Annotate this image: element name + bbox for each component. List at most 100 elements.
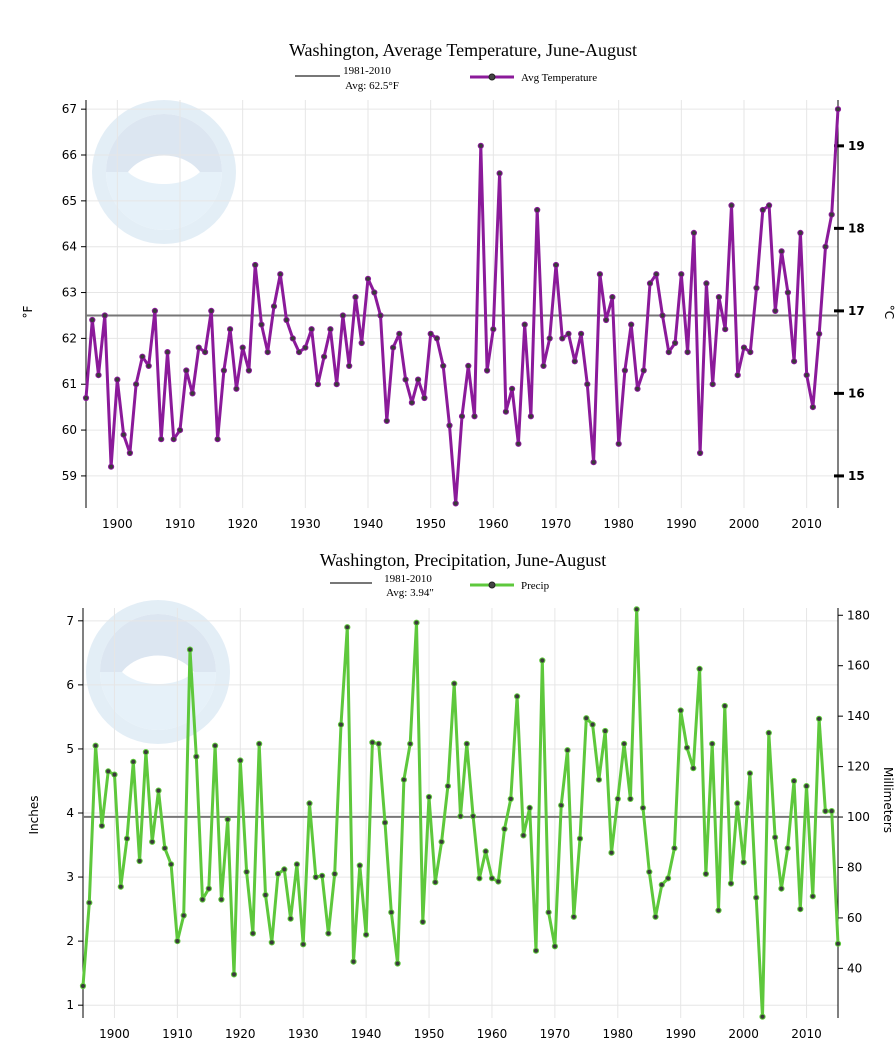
temperature-data-point [227,326,234,333]
x-tick-label: 2000 [729,517,760,531]
precipitation-data-point [727,880,735,887]
temperature-data-point [427,330,434,337]
precipitation-data-point [337,721,345,728]
temperature-data-point [766,202,773,209]
y2-tick-label: 16 [848,386,865,400]
precipitation-data-point [130,758,137,765]
temperature-data-point [609,294,616,301]
temperature-data-point [364,275,372,282]
precipitation-data-point [828,808,835,815]
precipitation-data-point [381,819,389,826]
precipitation-data-point [224,816,231,823]
precipitation-data-point [658,881,665,888]
x-tick-label: 1980 [603,517,634,531]
x-tick-label: 2000 [728,1027,759,1041]
x-tick-label: 1960 [477,1027,508,1041]
x-tick-label: 1910 [162,1027,193,1041]
x-tick-label: 1980 [603,1027,634,1041]
precipitation-data-point [608,849,615,856]
temperature-data-point [791,358,798,365]
temperature-data-point [828,211,835,218]
precipitation-data-point [344,624,351,631]
precipitation-data-point [117,883,124,890]
temperature-data-point [508,385,516,392]
precipitation-data-point [570,913,577,920]
precipitation-data-point [168,861,175,868]
temperature-data-point [728,202,735,209]
temperature-data-point [352,294,359,301]
x-tick-label: 2010 [791,517,822,531]
x-tick-label: 1970 [541,517,572,531]
temperature-data-point [383,417,390,424]
temperature-data-point [540,362,547,369]
precipitation-data-point [677,707,684,714]
precipitation-data-point [690,765,697,772]
temperature-data-point [145,362,152,369]
temperature-data-point [546,335,553,342]
temperature-data-point [596,271,604,278]
y-tick-label: 64 [62,240,77,254]
x-tick-label: 1940 [353,517,384,531]
precipitation-data-point [614,795,621,803]
precipitation-data-point [463,740,470,747]
precipitation-data-point [558,802,565,809]
precipitation-data-point [388,909,395,916]
precipitation-data-point [262,891,269,899]
x-tick-label: 2010 [791,1027,822,1041]
precipitation-data-point [683,744,691,751]
precipitation-data-point [778,885,785,892]
precipitation-data-point [671,845,678,852]
precipitation-data-point [721,702,728,710]
x-tick-label: 1900 [99,1027,130,1041]
temperature-data-point [484,367,491,374]
precipitation-data-point [319,872,326,879]
precipitation-data-point [432,879,439,886]
precipitation-data-point [551,943,559,950]
temperature-axes [85,100,839,508]
precipitation-data-point [419,918,426,926]
temperature-data-point [784,289,792,296]
x-tick-label: 1900 [102,517,133,531]
precipitation-data-point [249,930,256,937]
temperature-data-point [101,312,108,319]
temperature-data-point [797,229,804,236]
legend-reference-period: 1981-2010 [343,65,391,77]
precipitation-data-point [470,813,477,820]
temperature-data-point [816,330,823,337]
temperature-data-point [778,248,785,255]
precipitation-data-point [350,958,357,965]
precipitation-data-point [230,971,238,978]
temperature-data-point [415,376,422,383]
legend-reference-avg: Avg: 62.5°F [345,80,399,92]
temperature-data-point [521,321,528,328]
temperature-data-point [183,367,190,374]
precipitation-data-point [583,715,590,722]
temperature-y-axis-label: °F [21,305,35,318]
temperature-data-point [208,307,215,314]
temperature-data-point [390,344,397,351]
temperature-data-point [126,449,133,457]
y-tick-label: 61 [62,377,77,391]
temperature-data-point [458,413,466,420]
precipitation-data-point [734,800,741,807]
precipitation-data-point [545,909,552,916]
temperature-data-point [421,394,428,402]
temperature-data-point [139,353,146,360]
y2-tick-label: 15 [848,469,865,483]
x-tick-label: 1960 [478,517,509,531]
temperature-x-tick-labels: 1900 1910 1920 1930 1940 1950 1960 1970 1980 1990… [102,517,822,531]
temperature-chart: Washington, Average Temperature, June-Au… [21,40,896,531]
precipitation-data-point [400,776,407,783]
legend-series-label: Avg Temperature [521,72,597,84]
precipitation-data-point [539,657,546,664]
temperature-data-point [346,362,353,369]
precipitation-data-point [193,753,200,760]
x-tick-label: 1970 [540,1027,571,1041]
precipitation-data-point [136,857,143,865]
y2-tick-label: 100 [847,810,870,824]
precipitation-data-point [488,875,496,882]
noaa-logo-watermark [92,100,236,244]
y-tick-label: 63 [62,286,77,300]
temperature-data-point [277,271,284,278]
y2-tick-label: 160 [847,659,870,673]
